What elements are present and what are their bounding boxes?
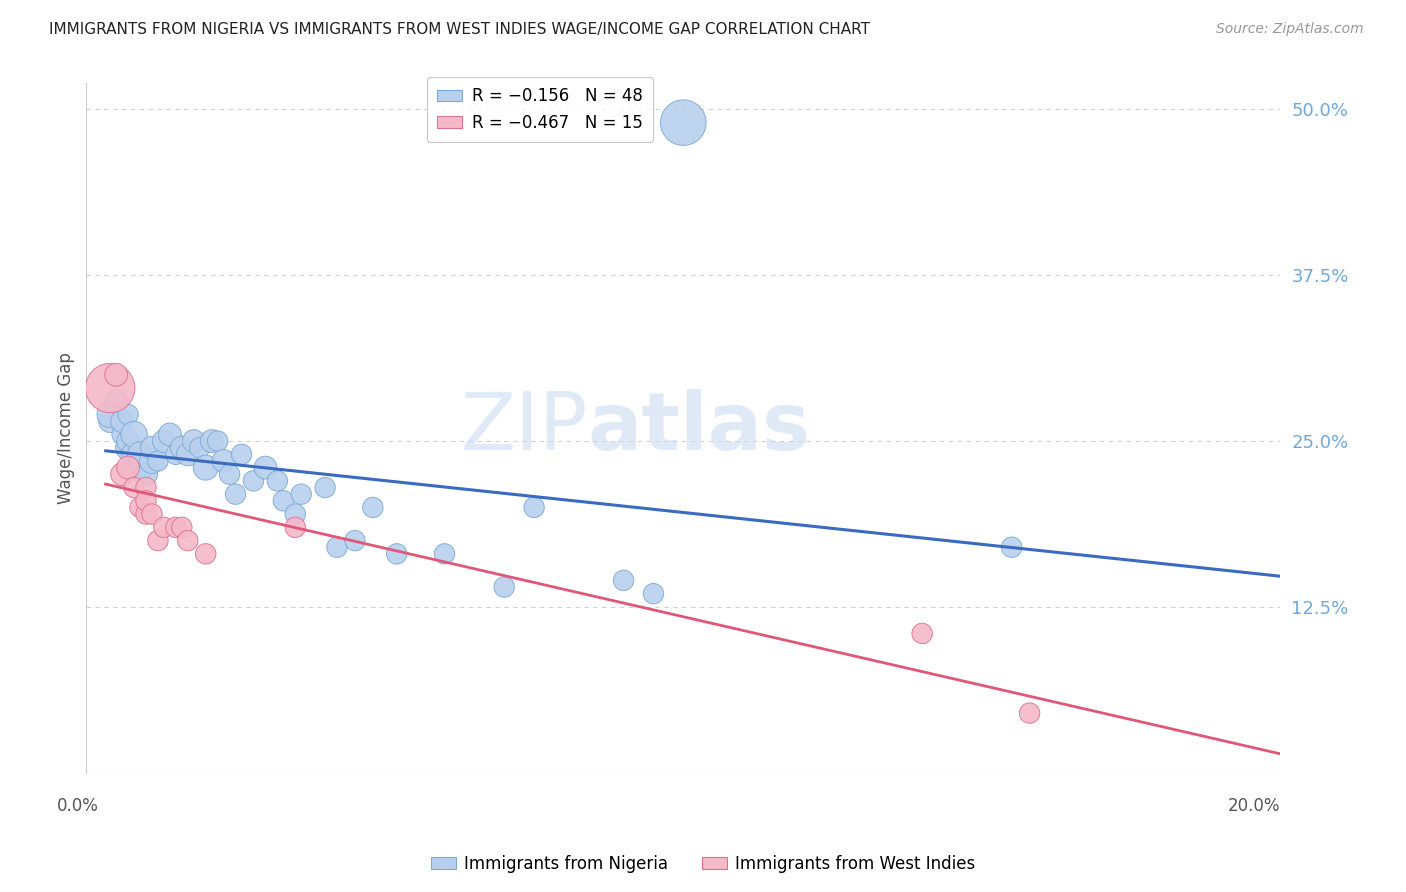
Point bbox=[146, 454, 169, 468]
Text: Source: ZipAtlas.com: Source: ZipAtlas.com bbox=[1216, 22, 1364, 37]
Point bbox=[613, 574, 636, 588]
Point bbox=[207, 434, 229, 448]
Point bbox=[159, 427, 181, 442]
Point bbox=[111, 427, 134, 442]
Point bbox=[98, 408, 121, 422]
Point bbox=[494, 580, 516, 594]
Point bbox=[170, 441, 193, 455]
Point bbox=[165, 447, 187, 461]
Point bbox=[218, 467, 240, 482]
Text: 20.0%: 20.0% bbox=[1227, 797, 1281, 814]
Point bbox=[1018, 706, 1040, 720]
Point bbox=[117, 434, 139, 448]
Text: atlas: atlas bbox=[588, 389, 811, 467]
Point bbox=[266, 474, 288, 488]
Legend: R = −0.156   N = 48, R = −0.467   N = 15: R = −0.156 N = 48, R = −0.467 N = 15 bbox=[427, 78, 652, 142]
Legend: Immigrants from Nigeria, Immigrants from West Indies: Immigrants from Nigeria, Immigrants from… bbox=[425, 848, 981, 880]
Point bbox=[117, 460, 139, 475]
Point bbox=[105, 368, 128, 382]
Point bbox=[194, 547, 217, 561]
Point bbox=[129, 500, 152, 515]
Point bbox=[135, 493, 157, 508]
Point bbox=[188, 441, 211, 455]
Point bbox=[146, 533, 169, 548]
Point bbox=[117, 441, 139, 455]
Point bbox=[225, 487, 247, 501]
Point bbox=[98, 381, 121, 395]
Point bbox=[177, 447, 200, 461]
Point bbox=[284, 520, 307, 534]
Point bbox=[153, 520, 176, 534]
Point bbox=[290, 487, 312, 501]
Point bbox=[105, 394, 128, 409]
Point bbox=[117, 408, 139, 422]
Point bbox=[153, 434, 176, 448]
Point bbox=[194, 460, 217, 475]
Point bbox=[212, 454, 235, 468]
Point bbox=[122, 427, 145, 442]
Point bbox=[122, 481, 145, 495]
Point bbox=[135, 467, 157, 482]
Point bbox=[201, 434, 224, 448]
Point bbox=[141, 454, 163, 468]
Point bbox=[433, 547, 456, 561]
Point bbox=[231, 447, 253, 461]
Point bbox=[672, 115, 695, 129]
Point bbox=[523, 500, 546, 515]
Point bbox=[385, 547, 408, 561]
Point bbox=[183, 434, 205, 448]
Point bbox=[314, 481, 336, 495]
Point bbox=[643, 587, 665, 601]
Point bbox=[129, 460, 152, 475]
Point bbox=[141, 507, 163, 521]
Point bbox=[122, 447, 145, 461]
Text: 0.0%: 0.0% bbox=[56, 797, 98, 814]
Point bbox=[98, 414, 121, 428]
Point bbox=[326, 540, 349, 554]
Point bbox=[129, 447, 152, 461]
Point bbox=[284, 507, 307, 521]
Point bbox=[141, 441, 163, 455]
Point bbox=[135, 481, 157, 495]
Point bbox=[165, 520, 187, 534]
Y-axis label: Wage/Income Gap: Wage/Income Gap bbox=[58, 351, 75, 504]
Point bbox=[343, 533, 366, 548]
Point bbox=[111, 414, 134, 428]
Point bbox=[111, 467, 134, 482]
Point bbox=[242, 474, 264, 488]
Point bbox=[361, 500, 384, 515]
Point bbox=[177, 533, 200, 548]
Point bbox=[911, 626, 934, 640]
Text: ZIP: ZIP bbox=[460, 389, 588, 467]
Point bbox=[135, 507, 157, 521]
Text: IMMIGRANTS FROM NIGERIA VS IMMIGRANTS FROM WEST INDIES WAGE/INCOME GAP CORRELATI: IMMIGRANTS FROM NIGERIA VS IMMIGRANTS FR… bbox=[49, 22, 870, 37]
Point bbox=[254, 460, 277, 475]
Point bbox=[170, 520, 193, 534]
Point bbox=[271, 493, 294, 508]
Point bbox=[1001, 540, 1024, 554]
